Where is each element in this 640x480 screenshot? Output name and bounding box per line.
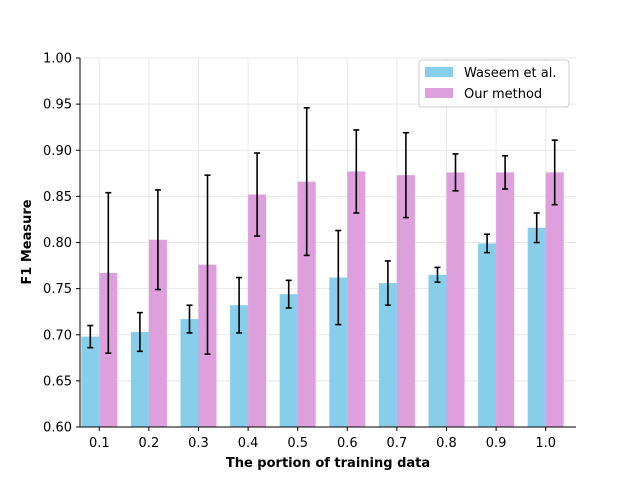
- bar-our-method-5: [347, 171, 366, 427]
- x-tick-label-4: 0.5: [287, 436, 308, 451]
- bar-our-method-7: [446, 172, 465, 427]
- axis-layer: 0.60 0.65 0.70 0.75 0.80 0.85 0.90 0.95 1.00 0.1 0…: [43, 52, 576, 451]
- y-tick-label-6: 0.90: [43, 144, 72, 159]
- bar-waseem-4: [279, 294, 298, 427]
- bar-waseem-7: [428, 274, 447, 427]
- bar-our-method-6: [396, 175, 415, 427]
- bar-our-method-8: [496, 172, 515, 427]
- bar-our-method-3: [248, 194, 267, 427]
- bar-waseem-1: [130, 331, 149, 427]
- legend-swatch-our-method: [425, 88, 453, 98]
- y-tick-label-3: 0.75: [43, 282, 72, 297]
- bar-waseem-0: [81, 336, 100, 427]
- y-axis-title: F1 Measure: [20, 199, 35, 284]
- x-axis-title: The portion of training data: [226, 456, 430, 471]
- error-bar-layer: [87, 107, 558, 355]
- bar-layer: [81, 171, 564, 427]
- x-tick-label-7: 0.8: [436, 436, 457, 451]
- x-tick-label-9: 1.0: [535, 436, 556, 451]
- bar-waseem-2: [180, 319, 199, 427]
- bar-our-method-9: [545, 172, 564, 427]
- legend-label-our-method: Our method: [464, 87, 542, 102]
- bar-waseem-3: [230, 305, 249, 427]
- y-tick-label-5: 0.85: [43, 190, 72, 205]
- bar-our-method-4: [297, 181, 316, 427]
- legend-label-waseem: Waseem et al.: [464, 66, 557, 81]
- x-tick-label-6: 0.7: [387, 436, 408, 451]
- y-tick-label-2: 0.70: [43, 328, 72, 343]
- y-tick-label-0: 0.60: [43, 421, 72, 436]
- bar-waseem-8: [478, 243, 497, 427]
- bar-waseem-6: [378, 283, 397, 427]
- x-tick-label-1: 0.2: [139, 436, 160, 451]
- y-tick-label-4: 0.80: [43, 236, 72, 251]
- bar-our-method-1: [148, 239, 167, 427]
- x-tick-label-8: 0.9: [486, 436, 507, 451]
- bar-waseem-9: [527, 227, 546, 427]
- bar-waseem-5: [329, 277, 348, 427]
- y-tick-label-7: 0.95: [43, 98, 72, 113]
- legend-swatch-waseem: [425, 67, 453, 77]
- x-tick-label-0: 0.1: [89, 436, 110, 451]
- y-tick-label-8: 1.00: [43, 52, 72, 67]
- legend: Waseem et al. Our method: [418, 59, 570, 108]
- x-tick-label-2: 0.3: [188, 436, 209, 451]
- y-tick-label-1: 0.65: [43, 374, 72, 389]
- x-tick-label-5: 0.6: [337, 436, 358, 451]
- x-tick-label-3: 0.4: [238, 436, 259, 451]
- legend-frame: [418, 59, 570, 108]
